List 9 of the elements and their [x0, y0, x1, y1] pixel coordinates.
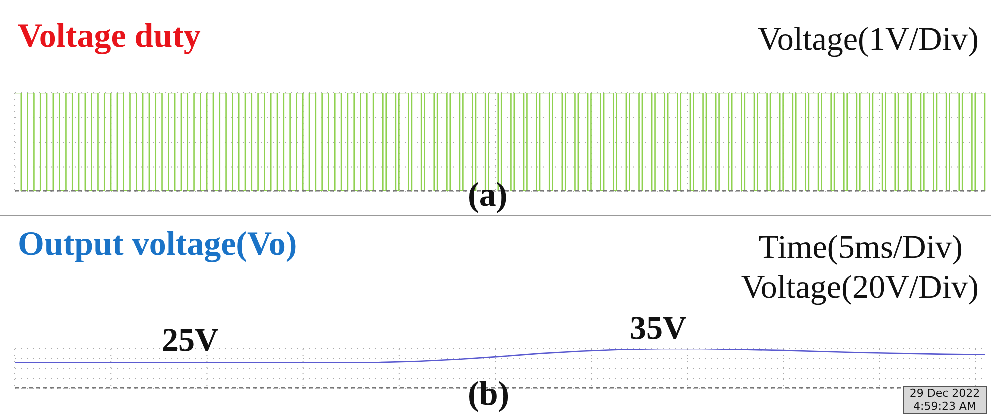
annotation: (b)	[468, 376, 510, 414]
text: Time(5ms/Div)	[758, 230, 963, 267]
text: Voltage(20V/Div)	[741, 270, 979, 307]
text: Voltage(1V/Div)	[758, 22, 979, 59]
chart-title: Voltage duty	[18, 18, 201, 56]
annotation: 25V	[162, 323, 219, 360]
text: 35V	[630, 311, 687, 348]
chart-title: Output voltage(Vo)	[18, 226, 298, 264]
annotation: 29 Dec 2022 4:59:23 AM	[903, 386, 987, 414]
